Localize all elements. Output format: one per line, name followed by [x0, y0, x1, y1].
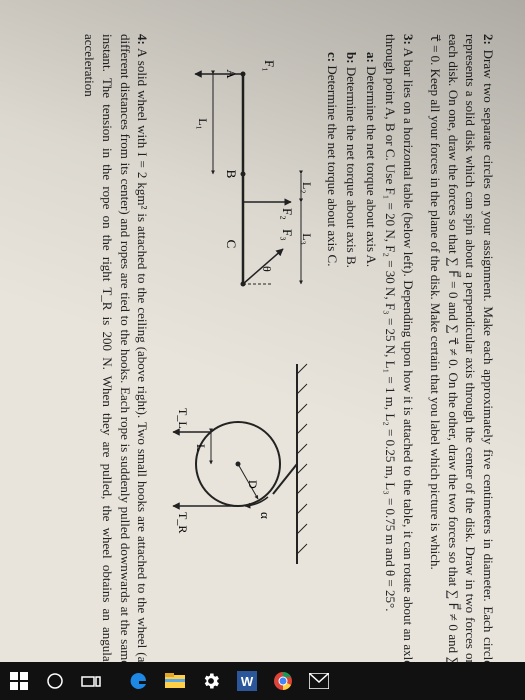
problem-3-label: 3: [401, 34, 416, 45]
file-explorer-icon[interactable] [162, 668, 188, 694]
chrome-icon[interactable] [270, 668, 296, 694]
settings-icon[interactable] [198, 668, 224, 694]
theta: θ [260, 266, 274, 272]
dim-L3: L₃ [300, 233, 313, 245]
force-F1: F₁ [262, 60, 277, 72]
bar-diagram: A B C F₁ F₂ F₃ θ L₁ L₂ L₃ [173, 54, 313, 314]
document-page: 2: Draw two separate circles on your ass… [0, 0, 525, 700]
dim-L1: L₁ [196, 118, 210, 130]
problem-2-text: Draw two separate circles on your assign… [428, 34, 496, 666]
problem-3b: b: Determine the net torque about axis B… [343, 52, 361, 666]
problem-4: 4: A solid wheel with I = 2 kgm² is atta… [81, 34, 151, 666]
problem-3a: a: Determine the net torque about axis A… [362, 52, 380, 666]
svg-text:W: W [241, 674, 254, 689]
problem-2: 2: Draw two separate circles on your ass… [427, 34, 497, 666]
label-alpha: α [258, 512, 273, 519]
problem-4-text: A solid wheel with I = 2 kgm² is attache… [82, 34, 150, 666]
problem-3c: c: Determine the net torque about axis C… [323, 52, 341, 666]
label-L: L [194, 444, 208, 451]
label-TL: T_L [176, 408, 190, 429]
problem-3: 3: A bar lies on a horizontal table (bel… [323, 34, 417, 666]
dim-L2: L₂ [300, 182, 313, 194]
edge-icon[interactable] [126, 668, 152, 694]
taskbar: W [0, 662, 525, 700]
problem-2-label: 2: [481, 34, 496, 45]
label-D: D [246, 480, 260, 489]
label-TR: T_R [176, 512, 190, 533]
word-icon[interactable]: W [234, 668, 260, 694]
point-B: B [224, 170, 239, 179]
mail-icon[interactable] [306, 668, 332, 694]
pulley-diagram: D L T_L T_R α [163, 354, 313, 574]
windows-start-icon[interactable] [6, 668, 32, 694]
problem-4-label: 4: [135, 34, 150, 45]
point-C: C [224, 240, 239, 249]
force-F2: F₂ [280, 208, 295, 220]
problem-3-text: A bar lies on a horizontal table (below … [383, 34, 416, 666]
cortana-icon[interactable] [42, 668, 68, 694]
force-F3: F₃ [280, 229, 295, 241]
taskview-icon[interactable] [78, 668, 104, 694]
figure-row: A B C F₁ F₂ F₃ θ L₁ L₂ L₃ [163, 54, 313, 666]
